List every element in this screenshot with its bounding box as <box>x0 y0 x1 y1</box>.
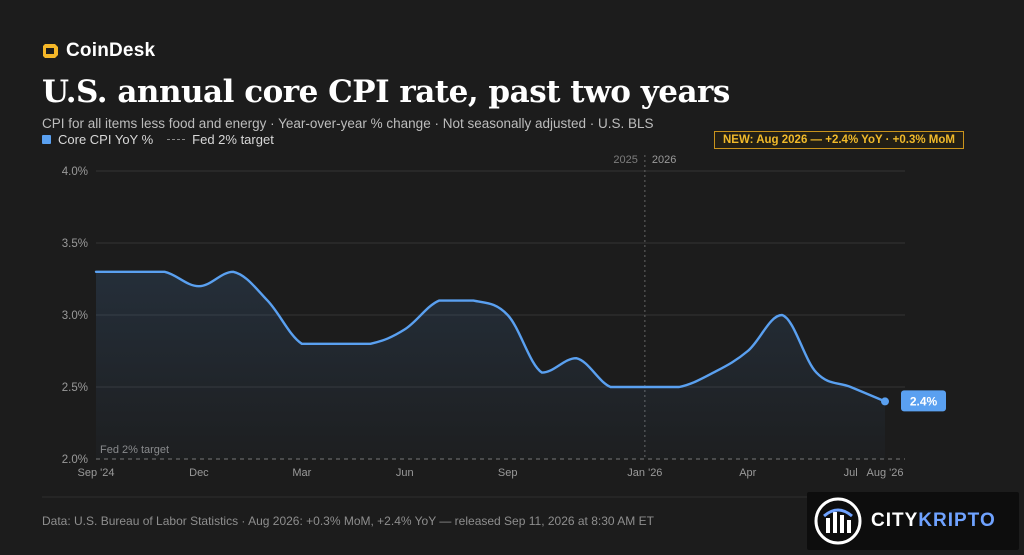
y-tick-label: 2.0% <box>62 454 88 466</box>
watermark-text-city: CITY <box>871 510 919 531</box>
watermark-text-kripto: KRIPTO <box>918 510 996 531</box>
legend-item-target: Fed 2% target <box>167 132 274 147</box>
page-subtitle: CPI for all items less food and energy ·… <box>42 116 654 131</box>
x-tick-label: Aug '26 <box>867 467 904 479</box>
year-label-right: 2026 <box>652 154 676 166</box>
x-tick-label: Jul <box>844 467 858 479</box>
watermark-text: CITYKRIPTO <box>871 510 996 532</box>
coindesk-logo-icon <box>43 44 58 58</box>
legend: Core CPI YoY % Fed 2% target <box>42 132 274 147</box>
x-tick-label: Sep '24 <box>78 467 115 479</box>
x-tick-label: Mar <box>292 467 311 479</box>
citykripto-logo-icon <box>814 497 862 545</box>
year-label-left: 2025 <box>613 154 637 166</box>
legend-target-label: Fed 2% target <box>192 132 274 147</box>
y-tick-label: 4.0% <box>62 166 88 178</box>
x-tick-label: Apr <box>739 467 756 479</box>
new-data-badge: NEW: Aug 2026 — +2.4% YoY · +0.3% MoM <box>714 131 964 149</box>
y-tick-label: 2.5% <box>62 382 88 394</box>
legend-series-label: Core CPI YoY % <box>58 132 154 147</box>
last-value-label: 2.4% <box>910 394 938 408</box>
brand: CoinDesk <box>42 40 155 62</box>
x-tick-label: Dec <box>189 467 209 479</box>
last-point-marker <box>881 397 889 406</box>
x-tick-label: Sep <box>498 467 518 479</box>
last-value-badge <box>901 390 946 412</box>
legend-dash <box>167 139 186 140</box>
y-tick-label: 3.5% <box>62 238 88 250</box>
x-tick-label: Jan '26 <box>627 467 662 479</box>
brand-name: CoinDesk <box>66 40 156 61</box>
x-tick-label: Jun <box>396 467 414 479</box>
watermark: CITYKRIPTO <box>807 492 1019 550</box>
source-footer: Data: U.S. Bureau of Labor Statistics · … <box>42 514 654 528</box>
series-line <box>94 270 887 403</box>
series-area <box>96 271 885 459</box>
page-title: U.S. annual core CPI rate, past two year… <box>42 74 730 110</box>
legend-item-series: Core CPI YoY % <box>42 132 153 147</box>
legend-swatch <box>42 135 51 144</box>
y-tick-label: 3.0% <box>62 310 88 322</box>
